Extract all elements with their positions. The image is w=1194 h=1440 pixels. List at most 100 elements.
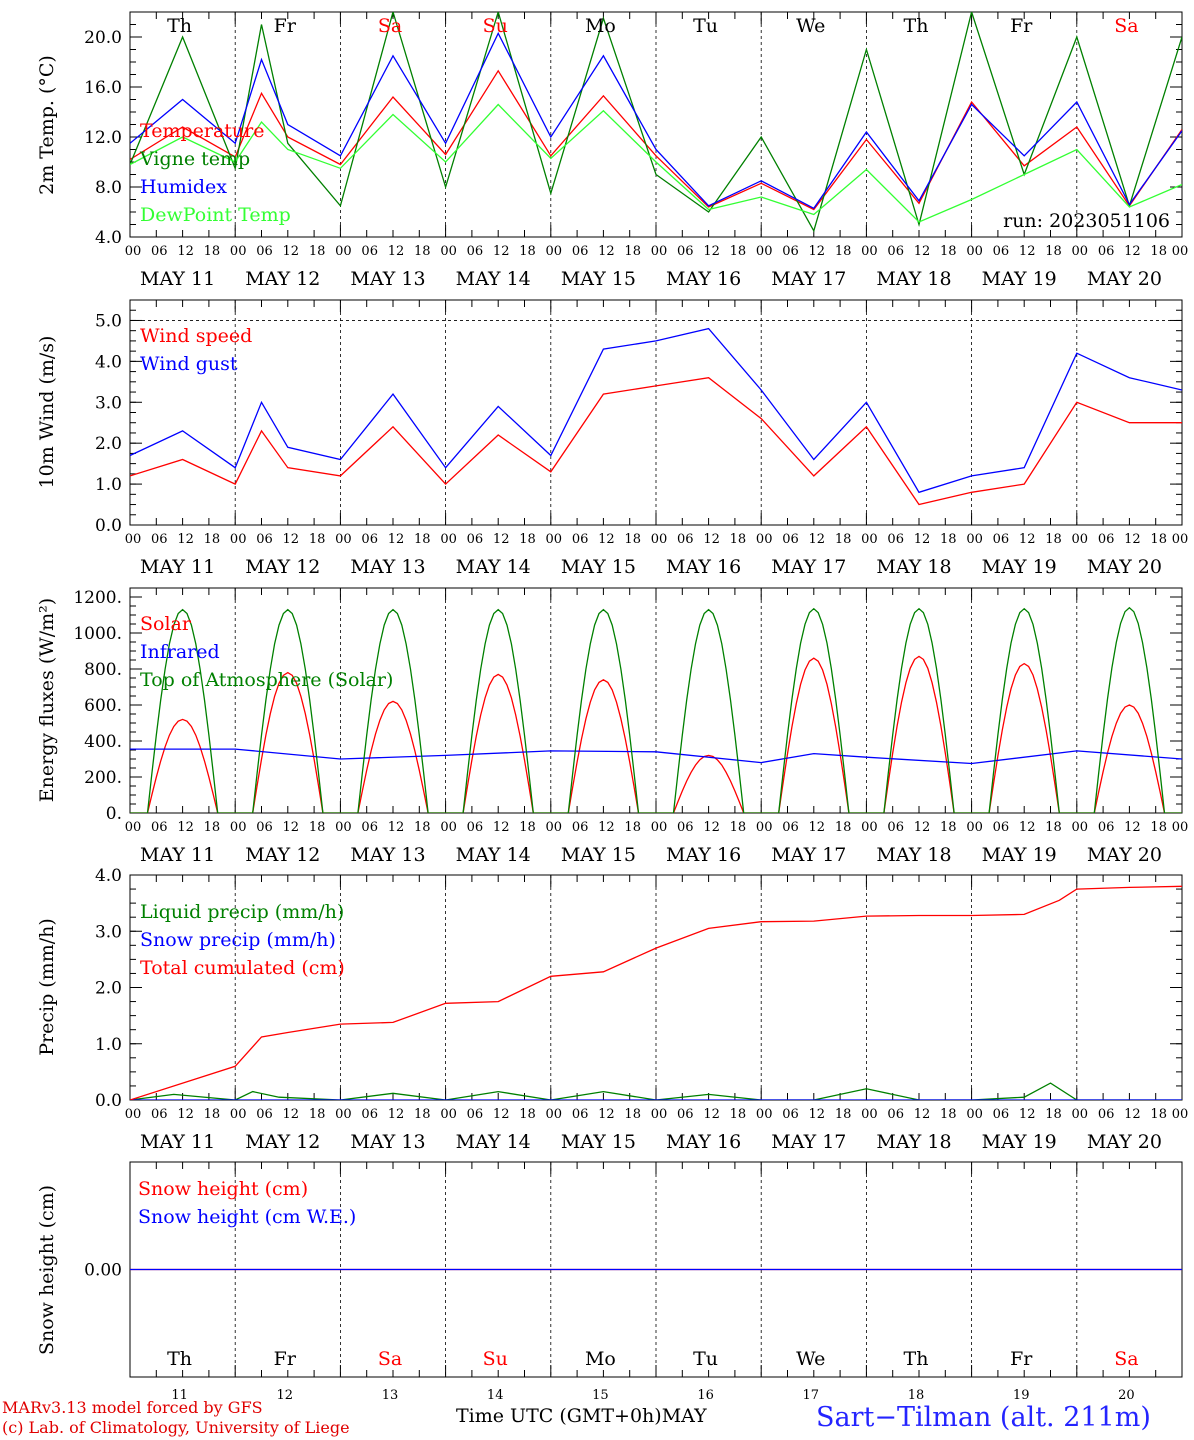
hour-label: 06	[1098, 820, 1115, 835]
y-tick-label: 4.0	[95, 866, 122, 886]
weekday-label: Th	[904, 1348, 929, 1370]
legend-entry: Total cumulated (cm)	[140, 957, 345, 979]
hour-label: 12	[598, 244, 615, 259]
hour-label: 06	[151, 244, 168, 259]
weekday-label: Sa	[1114, 1348, 1138, 1370]
date-label: MAY 15	[561, 268, 636, 290]
station-name: Sart−Tilman (alt. 211m)	[816, 1402, 1151, 1433]
hour-label: 12	[809, 820, 826, 835]
date-label: MAY 14	[456, 268, 531, 290]
hour-label: 00	[335, 820, 352, 835]
hour-label: 00	[1072, 532, 1089, 547]
weekday-label: Sa	[1114, 15, 1138, 37]
day-number: 14	[487, 1388, 504, 1403]
date-label: MAY 16	[666, 268, 741, 290]
hour-label: 12	[177, 244, 194, 259]
hour-label: 00	[125, 532, 142, 547]
hour-label: 00	[651, 820, 668, 835]
hour-label: 18	[1150, 1107, 1167, 1122]
hour-label: 00	[1172, 532, 1189, 547]
y-tick-label: 1000.	[73, 624, 122, 644]
date-label: MAY 18	[876, 1131, 951, 1153]
hour-label: 00	[546, 244, 563, 259]
hour-label: 12	[1124, 244, 1141, 259]
hour-label: 18	[1045, 532, 1062, 547]
hour-label: 18	[414, 820, 431, 835]
hour-label: 18	[309, 244, 326, 259]
date-label: MAY 13	[350, 556, 425, 578]
hour-label: 00	[230, 244, 247, 259]
legend-entry: Wind speed	[140, 325, 252, 347]
day-number: 16	[697, 1388, 714, 1403]
legend-entry: Humidex	[140, 176, 227, 198]
hour-label: 18	[204, 820, 221, 835]
date-label: MAY 19	[982, 844, 1057, 866]
y-tick-label: 800.	[84, 660, 122, 680]
legend-entry: Snow height (cm)	[138, 1178, 308, 1200]
hour-label: 00	[756, 1107, 773, 1122]
day-number: 18	[908, 1388, 925, 1403]
x-axis-title: Time UTC (GMT+0h)MAY	[456, 1405, 707, 1427]
hour-label: 06	[1098, 244, 1115, 259]
date-label: MAY 12	[245, 1131, 320, 1153]
plot-frame	[129, 587, 1183, 814]
hour-label: 18	[1045, 244, 1062, 259]
hour-label: 12	[177, 532, 194, 547]
y-tick-label: 0.0	[95, 1091, 122, 1111]
hour-label: 18	[309, 820, 326, 835]
hour-label: 12	[914, 1107, 931, 1122]
model-credit: MARv3.13 model forced by GFS	[2, 1398, 263, 1417]
day-number: 20	[1118, 1388, 1135, 1403]
weekday-label: We	[796, 15, 825, 37]
hour-label: 00	[335, 244, 352, 259]
y-tick-label: 12.0	[84, 128, 122, 148]
y-tick-label: 0.00	[84, 1261, 122, 1281]
date-label: MAY 12	[245, 268, 320, 290]
hour-label: 18	[1150, 820, 1167, 835]
series-line-1	[130, 655, 1182, 813]
hour-label: 00	[230, 532, 247, 547]
hour-label: 12	[283, 820, 300, 835]
y-tick-label: 0.0	[95, 516, 122, 536]
y-tick-label: 3.0	[95, 922, 122, 942]
hour-label: 00	[861, 244, 878, 259]
weekday-label: We	[796, 1348, 825, 1370]
hour-label: 12	[1019, 244, 1036, 259]
hour-label: 12	[809, 1107, 826, 1122]
y-tick-label: 0.	[106, 804, 122, 824]
hour-label: 00	[125, 1107, 142, 1122]
hour-label: 06	[887, 532, 904, 547]
series-line-2	[130, 327, 1182, 494]
y-tick-label: 8.0	[95, 178, 122, 198]
hour-label: 00	[125, 820, 142, 835]
date-label: MAY 20	[1087, 1131, 1162, 1153]
y-axis-label: Snow height (cm)	[36, 1185, 58, 1355]
hour-label: 06	[151, 820, 168, 835]
series-line-3	[130, 606, 1182, 813]
hour-label: 00	[125, 244, 142, 259]
day-number: 17	[803, 1388, 820, 1403]
y-tick-label: 200.	[84, 768, 122, 788]
legend-entry: Snow height (cm W.E.)	[138, 1206, 356, 1228]
hour-label: 18	[1045, 820, 1062, 835]
legend-entry: Wind gust	[140, 353, 238, 375]
hour-label: 12	[809, 244, 826, 259]
date-label: MAY 11	[140, 1131, 215, 1153]
hour-label: 00	[335, 532, 352, 547]
hour-label: 12	[914, 244, 931, 259]
hour-label: 12	[283, 1107, 300, 1122]
hour-label: 06	[993, 244, 1010, 259]
hour-label: 12	[283, 532, 300, 547]
hour-label: 06	[1098, 532, 1115, 547]
hour-label: 06	[256, 1107, 273, 1122]
x-axis-title-text: Time UTC (GMT+0h)	[456, 1405, 662, 1427]
y-tick-label: 4.0	[95, 228, 122, 248]
hour-label: 12	[703, 532, 720, 547]
hour-label: 00	[966, 1107, 983, 1122]
day-number: 15	[592, 1388, 609, 1403]
hour-label: 12	[598, 532, 615, 547]
y-tick-label: 3.0	[95, 393, 122, 413]
hour-label: 06	[572, 532, 589, 547]
hour-label: 18	[730, 820, 747, 835]
